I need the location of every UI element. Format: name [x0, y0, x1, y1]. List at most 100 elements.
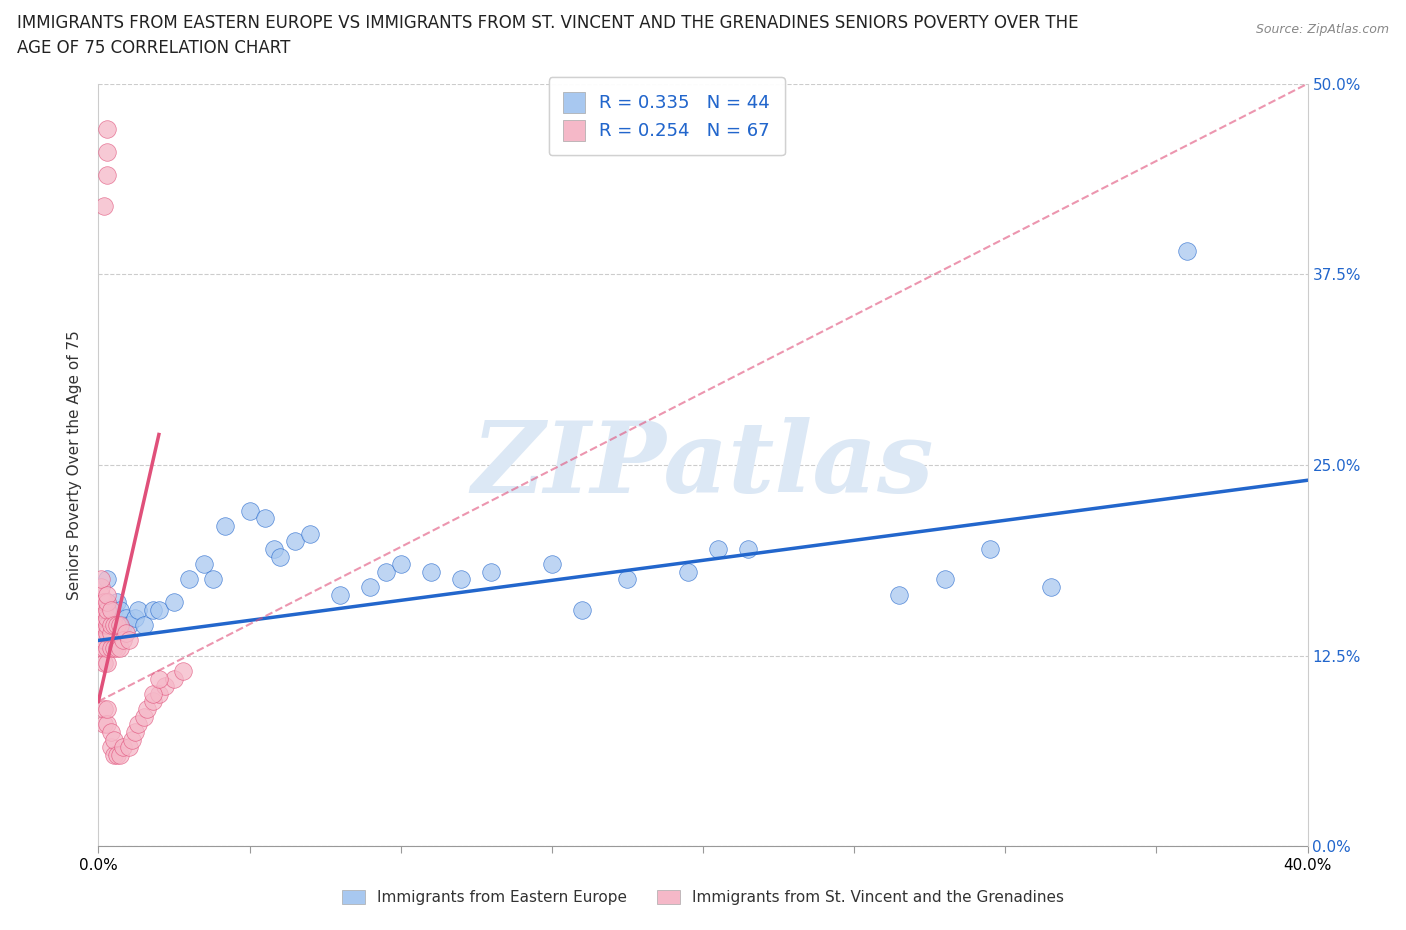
Point [96, 603, 118, 618]
Point [105, 595, 128, 610]
Point [889, 587, 911, 602]
Point [96, 587, 118, 602]
Point [148, 671, 170, 686]
Point [100, 739, 122, 754]
Point [1175, 244, 1198, 259]
Point [148, 686, 170, 701]
Point [90, 579, 112, 594]
Point [142, 603, 165, 618]
Point [103, 732, 125, 747]
Point [96, 717, 118, 732]
Point [148, 603, 170, 618]
Point [979, 541, 1001, 556]
Point [90, 595, 112, 610]
Point [100, 625, 122, 640]
Point [374, 565, 396, 579]
Point [96, 618, 118, 632]
Point [90, 610, 112, 625]
Point [121, 732, 143, 747]
Point [114, 625, 136, 640]
Point [737, 541, 759, 556]
Point [100, 610, 122, 625]
Point [420, 565, 443, 579]
Point [707, 541, 730, 556]
Point [103, 748, 125, 763]
Point [108, 618, 131, 632]
Point [96, 167, 118, 182]
Point [111, 633, 134, 648]
Point [96, 701, 118, 716]
Point [132, 618, 155, 632]
Point [103, 603, 125, 618]
Point [103, 641, 125, 656]
Point [239, 503, 262, 518]
Point [135, 701, 157, 716]
Point [163, 671, 186, 686]
Point [96, 595, 118, 610]
Point [193, 557, 215, 572]
Point [90, 618, 112, 632]
Point [93, 656, 115, 671]
Point [269, 549, 291, 564]
Point [100, 603, 122, 618]
Point [100, 641, 122, 656]
Point [142, 694, 165, 709]
Point [90, 603, 112, 618]
Point [111, 739, 134, 754]
Point [127, 717, 149, 732]
Point [96, 625, 118, 640]
Point [540, 557, 562, 572]
Point [450, 572, 472, 587]
Point [253, 511, 276, 525]
Point [93, 633, 115, 648]
Point [616, 572, 638, 587]
Point [96, 122, 118, 137]
Y-axis label: Seniors Poverty Over the Age of 75: Seniors Poverty Over the Age of 75 [67, 330, 83, 600]
Point [105, 748, 128, 763]
Point [90, 572, 112, 587]
Text: ZIPatlas: ZIPatlas [472, 417, 934, 513]
Point [118, 633, 141, 648]
Point [299, 526, 322, 541]
Text: Source: ZipAtlas.com: Source: ZipAtlas.com [1256, 23, 1389, 36]
Point [202, 572, 225, 587]
Point [93, 610, 115, 625]
Point [90, 641, 112, 656]
Point [105, 641, 128, 656]
Point [93, 717, 115, 732]
Point [153, 679, 176, 694]
Point [571, 603, 593, 618]
Point [124, 610, 146, 625]
Point [114, 610, 136, 625]
Point [103, 618, 125, 632]
Point [96, 641, 118, 656]
Point [360, 579, 382, 594]
Point [93, 625, 115, 640]
Point [124, 724, 146, 739]
Point [100, 618, 122, 632]
Point [105, 618, 128, 632]
Point [263, 541, 285, 556]
Point [90, 587, 112, 602]
Point [93, 603, 115, 618]
Point [329, 587, 352, 602]
Point [118, 739, 141, 754]
Point [90, 633, 112, 648]
Point [214, 519, 236, 534]
Legend: Immigrants from Eastern Europe, Immigrants from St. Vincent and the Grenadines: Immigrants from Eastern Europe, Immigran… [335, 883, 1071, 913]
Point [934, 572, 956, 587]
Point [172, 663, 194, 678]
Text: AGE OF 75 CORRELATION CHART: AGE OF 75 CORRELATION CHART [17, 39, 290, 57]
Point [108, 748, 131, 763]
Point [93, 701, 115, 716]
Point [676, 565, 699, 579]
Point [118, 618, 141, 632]
Legend: R = 0.335   N = 44, R = 0.254   N = 67: R = 0.335 N = 44, R = 0.254 N = 67 [548, 77, 785, 155]
Point [90, 625, 112, 640]
Point [96, 656, 118, 671]
Point [96, 572, 118, 587]
Point [100, 724, 122, 739]
Point [93, 618, 115, 632]
Point [481, 565, 503, 579]
Point [93, 595, 115, 610]
